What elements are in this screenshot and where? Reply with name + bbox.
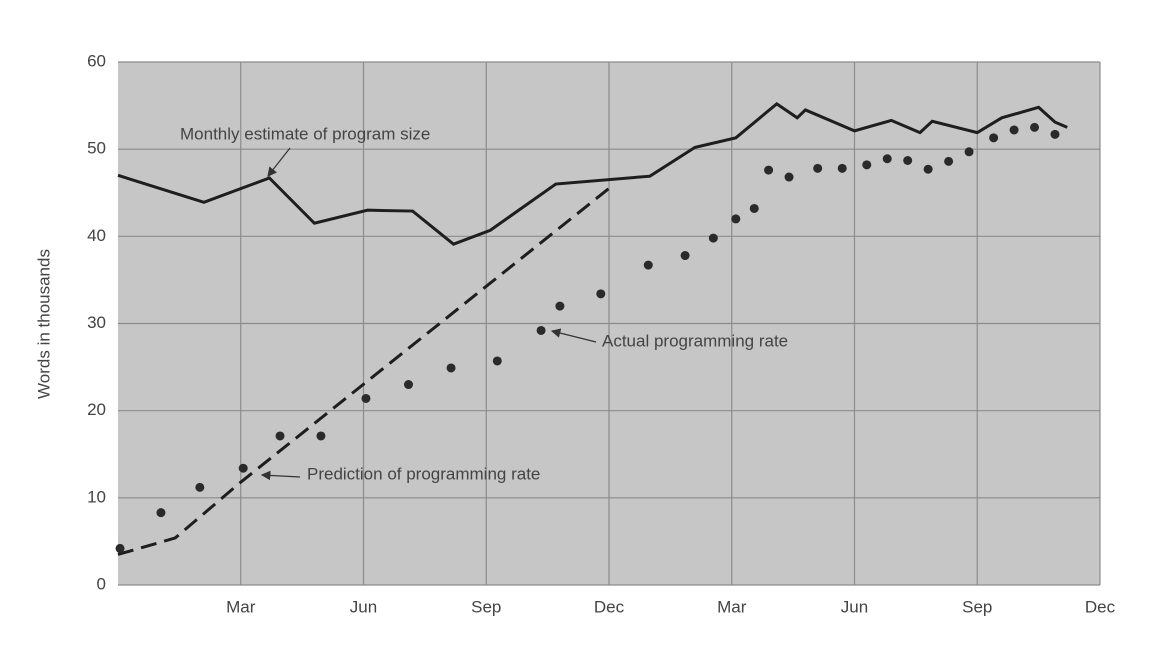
data-point: [555, 301, 565, 311]
data-point: [275, 431, 285, 441]
x-tick-label: Jun: [350, 597, 377, 616]
data-point: [989, 133, 999, 143]
y-tick-label: 60: [87, 51, 106, 70]
series-line: [117, 187, 610, 556]
data-point: [708, 233, 718, 243]
data-point: [680, 251, 690, 261]
data-point: [882, 154, 892, 164]
data-point: [404, 380, 414, 390]
x-tick-label: Dec: [1085, 597, 1116, 616]
data-point: [115, 543, 125, 553]
data-point: [731, 214, 741, 224]
data-point: [156, 508, 166, 518]
data-point: [195, 482, 205, 492]
data-point: [536, 325, 546, 335]
data-point: [316, 431, 326, 441]
data-point: [596, 289, 606, 299]
data-point: [903, 155, 913, 165]
y-tick-label: 0: [97, 574, 106, 593]
data-point: [238, 463, 248, 473]
data-point: [923, 164, 933, 174]
annotation-arrow: [267, 147, 291, 177]
y-tick-label: 10: [87, 487, 106, 506]
data-point: [643, 260, 653, 270]
x-tick-label: Dec: [594, 597, 625, 616]
data-point: [862, 160, 872, 170]
y-tick-label: 40: [87, 226, 106, 245]
data-point: [837, 163, 847, 173]
series-annotation: Actual programming rate: [602, 331, 788, 350]
y-tick-label: 30: [87, 313, 106, 332]
data-point: [1009, 125, 1019, 135]
data-point: [361, 393, 371, 403]
data-point: [964, 147, 974, 157]
data-point: [764, 165, 774, 175]
y-tick-label: 50: [87, 139, 106, 158]
data-point: [944, 156, 954, 166]
x-tick-label: Mar: [717, 597, 747, 616]
data-point: [749, 203, 759, 213]
data-point: [492, 356, 502, 366]
x-tick-label: Jun: [841, 597, 868, 616]
data-point: [1030, 122, 1040, 132]
data-point: [813, 163, 823, 173]
annotation-arrow: [550, 328, 597, 343]
data-point: [1050, 129, 1060, 139]
y-tick-label: 20: [87, 400, 106, 419]
annotation-arrow: [260, 470, 301, 481]
data-point: [446, 363, 456, 373]
x-tick-label: Mar: [226, 597, 256, 616]
series-annotation: Prediction of programming rate: [307, 464, 540, 483]
y-axis-label: Words in thousands: [34, 249, 53, 399]
x-tick-label: Sep: [962, 597, 992, 616]
x-tick-label: Sep: [471, 597, 501, 616]
series-annotation: Monthly estimate of program size: [180, 124, 430, 143]
data-point: [784, 172, 794, 182]
series-line: [117, 101, 1068, 246]
